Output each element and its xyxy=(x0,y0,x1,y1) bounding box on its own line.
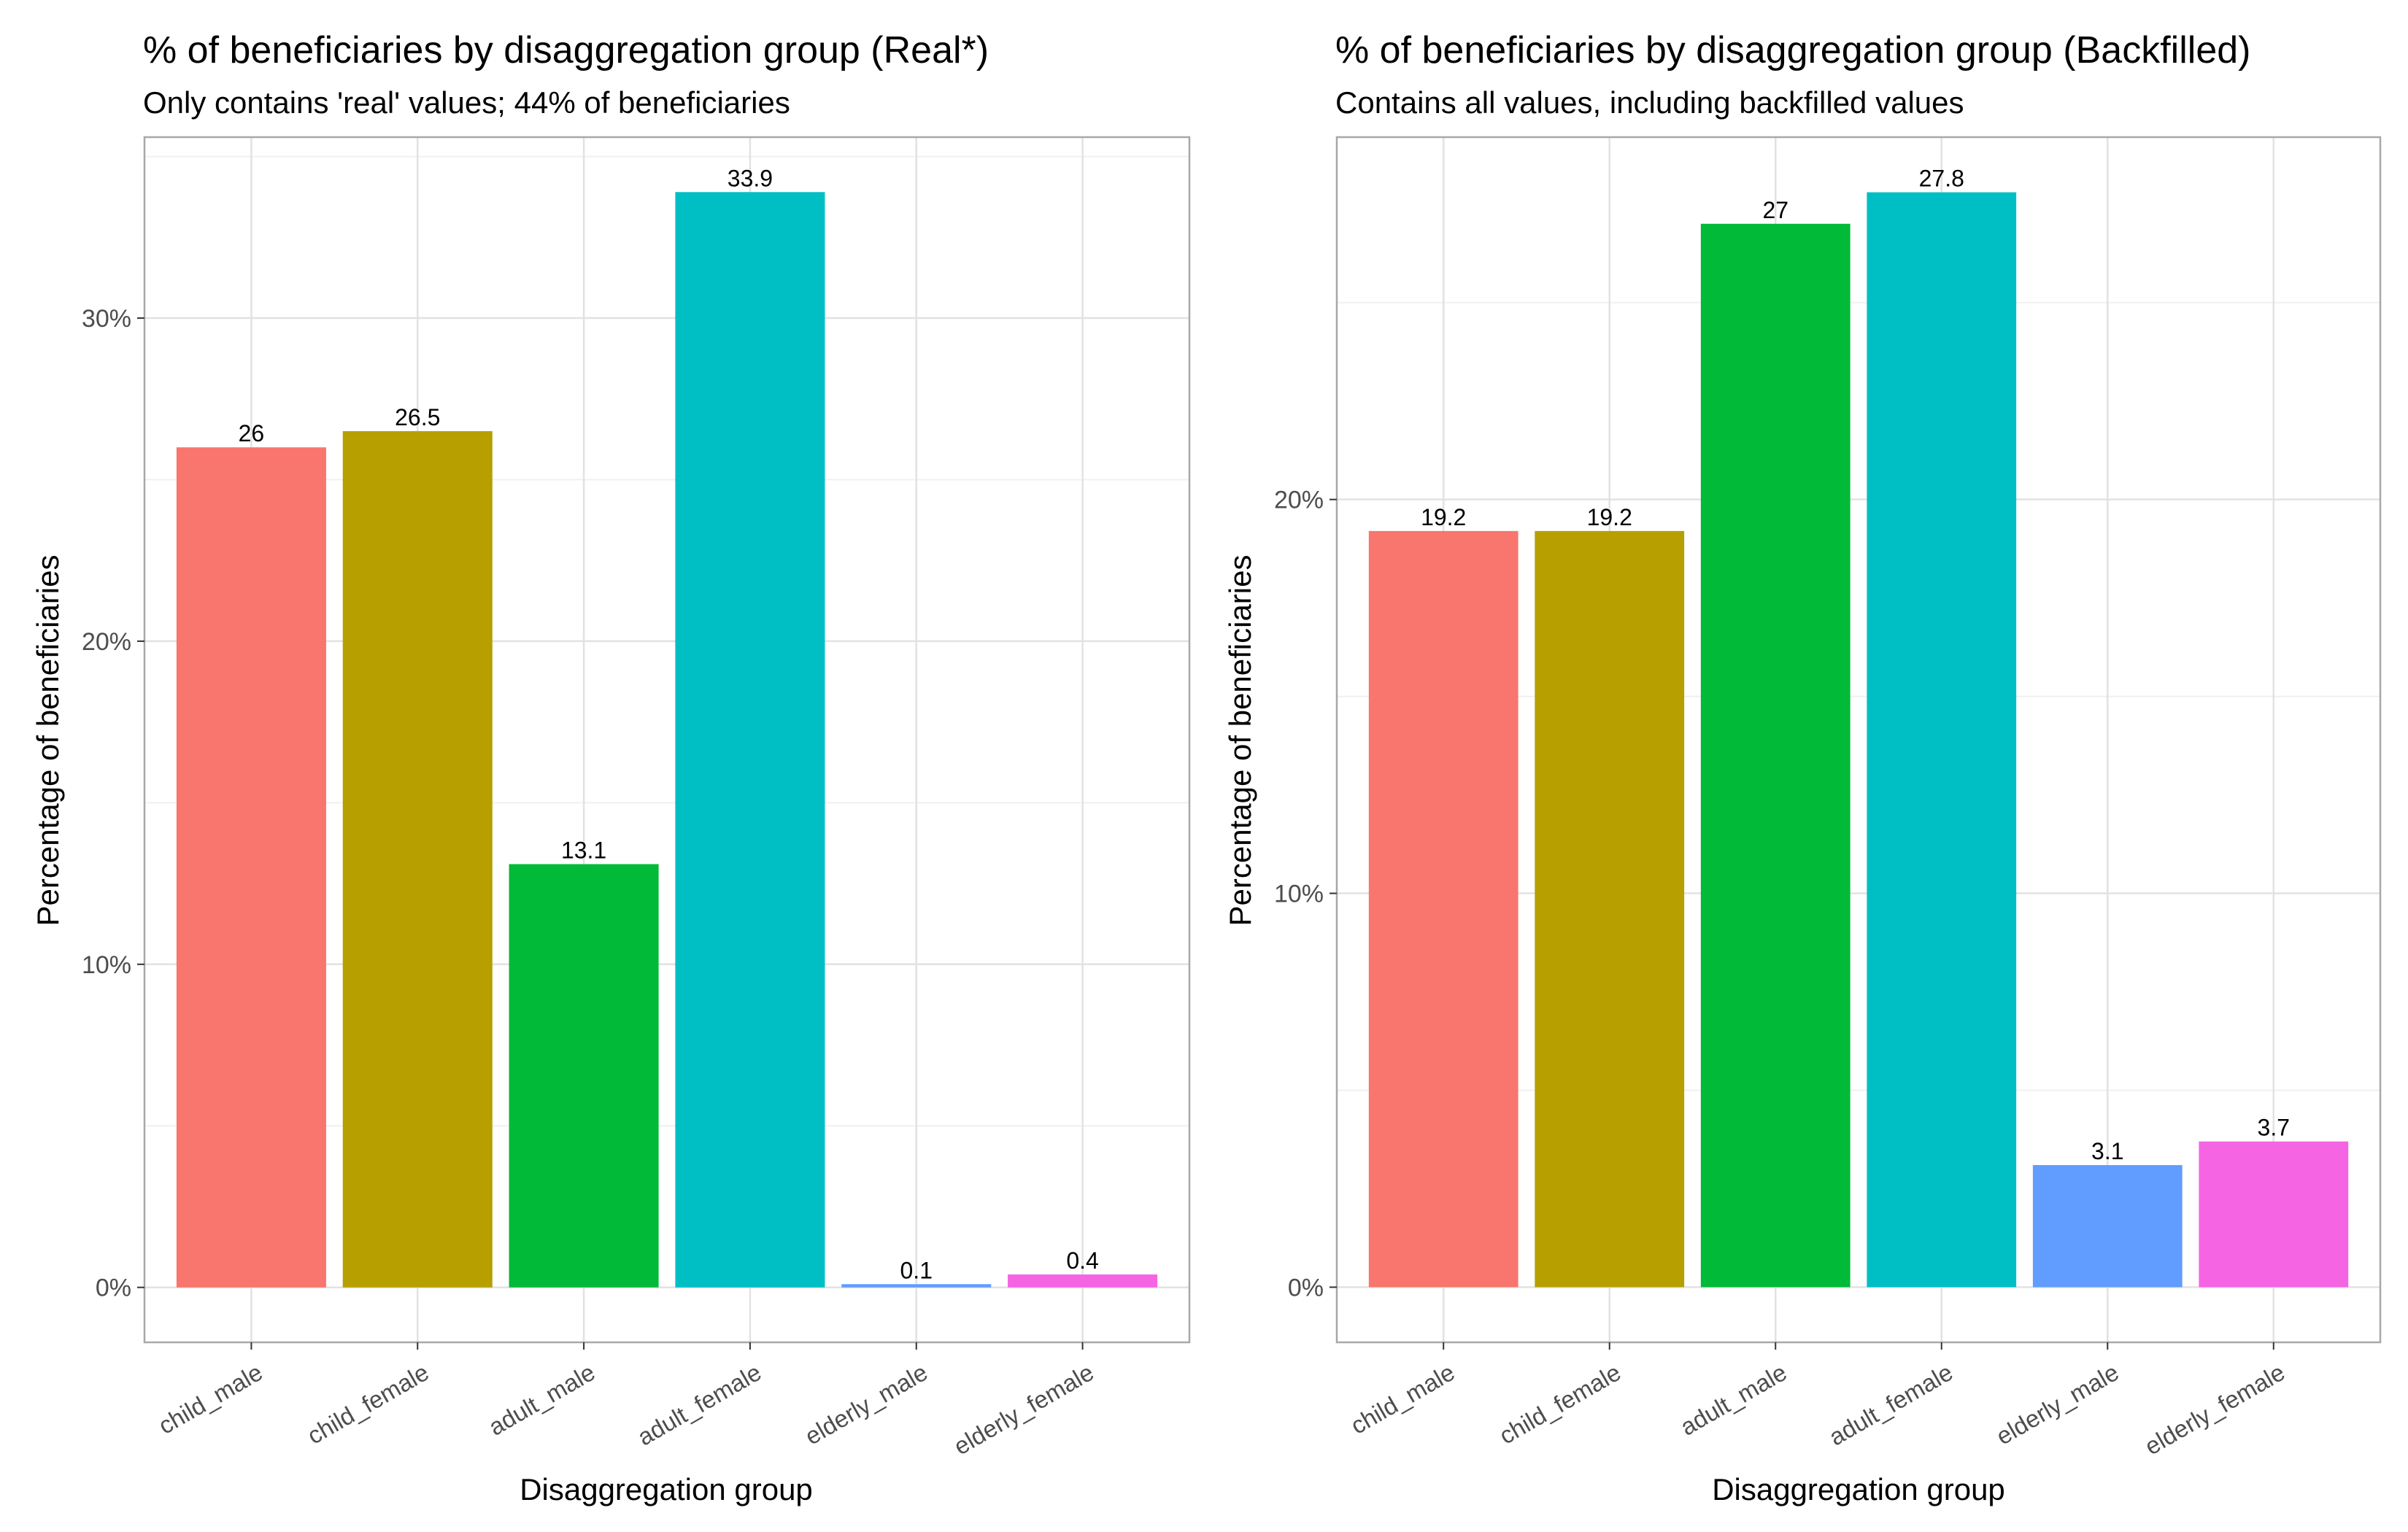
bar-adult-female xyxy=(1867,192,2017,1288)
x-tick-label: elderly_female xyxy=(2140,1358,2289,1460)
x-tick-label: child_male xyxy=(154,1358,267,1439)
x-tick-label: child_male xyxy=(1346,1358,1459,1439)
data-label: 27 xyxy=(1762,197,1788,223)
data-label: 0.1 xyxy=(900,1257,933,1283)
bar-child-female xyxy=(1535,530,1685,1288)
data-label: 26.5 xyxy=(395,404,440,430)
data-label: 27.8 xyxy=(1919,166,1964,192)
chart-title: % of beneficiaries by disaggregation gro… xyxy=(1335,29,2250,71)
bar-child-female xyxy=(342,431,493,1288)
bar-elderly-male xyxy=(841,1284,992,1288)
bar-elderly-male xyxy=(2032,1165,2183,1288)
x-axis-title: Disaggregation group xyxy=(1712,1472,2005,1506)
chart-panel-real: % of beneficiaries by disaggregation gro… xyxy=(31,29,1191,1506)
panel-border xyxy=(143,136,1191,1344)
x-tick-label: elderly_male xyxy=(1991,1358,2123,1450)
x-tick-label: adult_female xyxy=(633,1358,765,1451)
x-tick-label: adult_female xyxy=(1824,1358,1957,1451)
x-tick-label: adult_male xyxy=(484,1358,599,1441)
data-label: 3.1 xyxy=(2091,1138,2123,1164)
x-tick-label: adult_male xyxy=(1675,1358,1791,1441)
data-label: 26 xyxy=(239,420,265,446)
y-tick-label: 10% xyxy=(1274,881,1324,908)
chart-panel-backfilled: % of beneficiaries by disaggregation gro… xyxy=(1223,29,2382,1506)
y-tick-label: 20% xyxy=(1274,487,1324,514)
y-axis-title: Percentage of beneficiaries xyxy=(31,555,65,926)
bar-adult-female xyxy=(675,192,825,1288)
plot-area-backfilled: 19.2 19.2 27 27.8 3.1 3.7 0% 10% 20% child_male ch… xyxy=(1274,136,2382,1460)
y-tick-label: 20% xyxy=(82,628,131,656)
plot-area-real: 26 26.5 13.1 33.9 0.1 0.4 0% 10% 20% 30% child_mal… xyxy=(82,136,1191,1460)
bar-elderly-female xyxy=(2199,1141,2349,1288)
chart-subtitle: Only contains 'real' values; 44% of bene… xyxy=(143,85,790,120)
x-tick-label: elderly_male xyxy=(800,1358,933,1450)
y-axis-title: Percentage of beneficiaries xyxy=(1223,555,1257,926)
x-tick-label: child_female xyxy=(1494,1358,1625,1450)
bar-elderly-female xyxy=(1008,1274,1158,1288)
x-tick-label: elderly_female xyxy=(949,1358,1098,1460)
y-tick-label: 0% xyxy=(1288,1274,1324,1301)
data-label: 19.2 xyxy=(1421,504,1466,530)
x-tick-label: child_female xyxy=(303,1358,433,1450)
chart-title: % of beneficiaries by disaggregation gro… xyxy=(143,29,989,71)
y-tick-label: 30% xyxy=(82,305,131,333)
data-label: 3.7 xyxy=(2258,1115,2290,1141)
y-tick-label: 0% xyxy=(96,1274,131,1302)
bar-child-male xyxy=(1368,530,1518,1288)
panel-border xyxy=(1335,136,2382,1344)
x-axis-title: Disaggregation group xyxy=(520,1472,813,1506)
data-label: 13.1 xyxy=(561,837,606,864)
bar-child-male xyxy=(176,447,326,1288)
bar-adult-male xyxy=(1700,223,1851,1288)
data-label: 19.2 xyxy=(1587,504,1632,530)
data-label: 33.9 xyxy=(728,165,773,191)
data-label: 0.4 xyxy=(1066,1247,1098,1274)
chart-subtitle: Contains all values, including backfille… xyxy=(1335,85,1964,120)
y-tick-label: 10% xyxy=(82,951,131,979)
bar-adult-male xyxy=(509,864,659,1288)
